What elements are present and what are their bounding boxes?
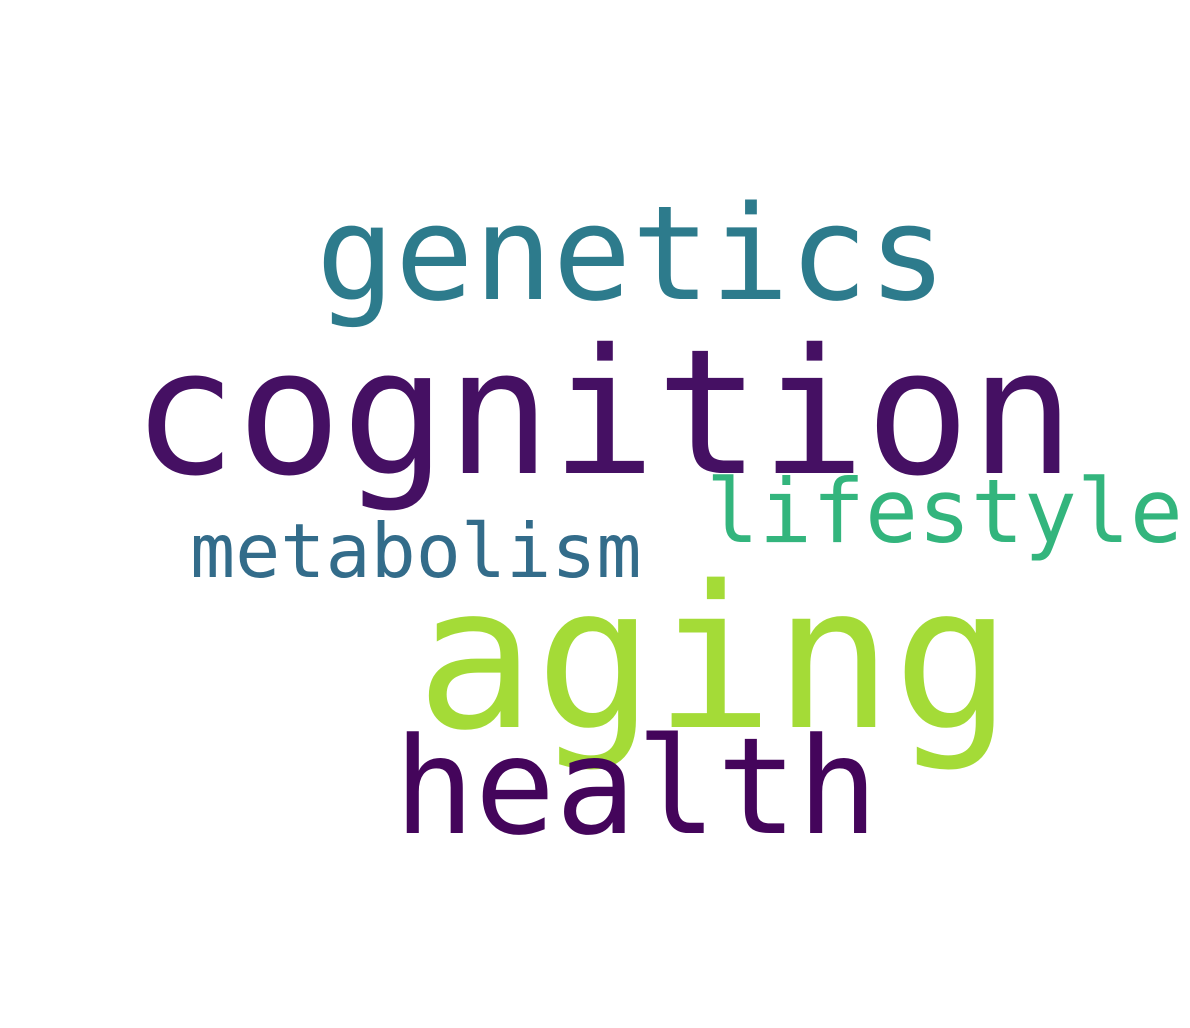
word-metabolism: metabolism: [190, 507, 642, 595]
word-genetics: genetics: [316, 177, 947, 330]
word-aging: aging: [416, 543, 1013, 774]
word-health: health: [394, 709, 879, 865]
word-cognition: cognition: [132, 312, 1075, 515]
word-lifestyle: lifestyle: [706, 460, 1183, 563]
